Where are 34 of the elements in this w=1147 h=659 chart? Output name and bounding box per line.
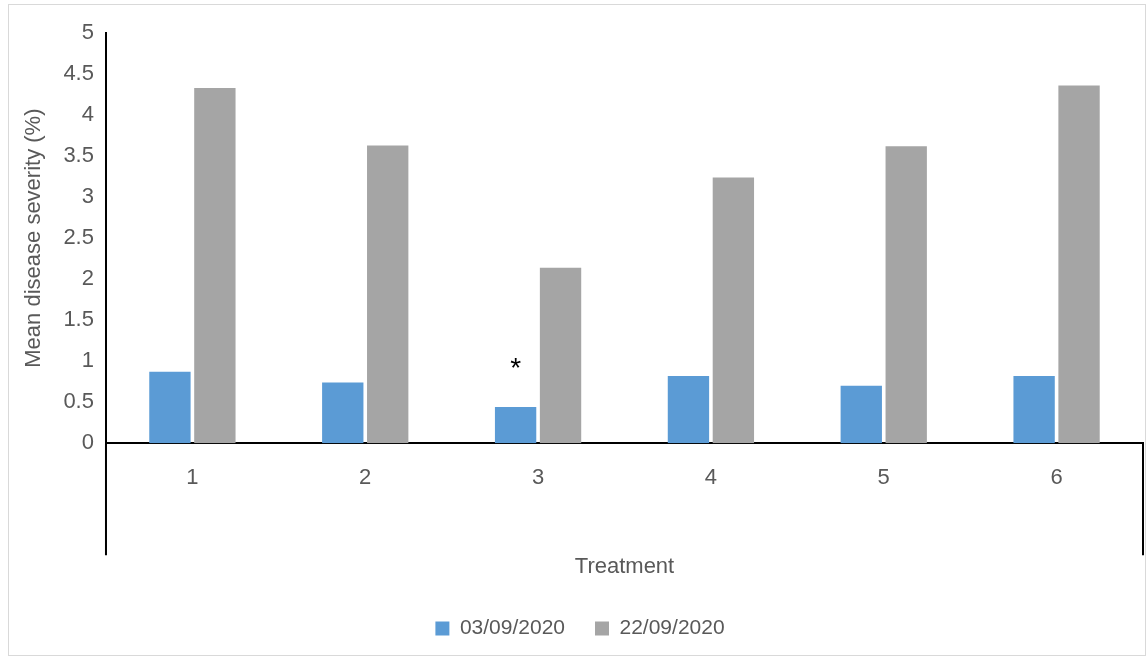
bar [494, 407, 537, 444]
y-axis-title: Mean disease severity (%) [20, 108, 46, 368]
x-tick-label: 6 [1050, 464, 1063, 490]
y-tick-label: 0 [81, 429, 94, 455]
y-tick-label: 1.5 [63, 306, 94, 332]
y-tick-label: 5 [81, 19, 94, 45]
y-tick-label: 4.5 [63, 60, 94, 86]
y-tick-label: 0.5 [63, 388, 94, 414]
bar [840, 385, 882, 444]
bar [149, 371, 191, 444]
bar [712, 177, 755, 444]
y-tick-label: 3.5 [63, 142, 94, 168]
bar [1058, 85, 1100, 444]
annotation: * [510, 352, 522, 384]
bar [667, 375, 710, 444]
bar [367, 145, 409, 444]
x-tick-label: 3 [531, 464, 545, 490]
bar [1013, 375, 1055, 444]
x-tick-label: 4 [704, 464, 718, 490]
legend-label: 22/09/2020 [619, 615, 725, 639]
y-tick-label: 4 [81, 101, 94, 127]
legend-label: 03/09/2020 [459, 615, 566, 639]
x-axis-title: Treatment [574, 552, 675, 578]
y-tick-label: 2.5 [63, 224, 94, 250]
y-tick-label: 2 [81, 265, 94, 291]
x-tick-label: 2 [359, 464, 372, 490]
bar [322, 382, 364, 444]
bar [885, 146, 927, 444]
x-tick-label: 5 [877, 464, 890, 490]
bar [539, 267, 582, 444]
y-tick-label: 3 [81, 183, 94, 209]
x-tick-label: 1 [186, 464, 199, 490]
y-tick-label: 1 [81, 347, 94, 373]
bar [194, 87, 236, 444]
